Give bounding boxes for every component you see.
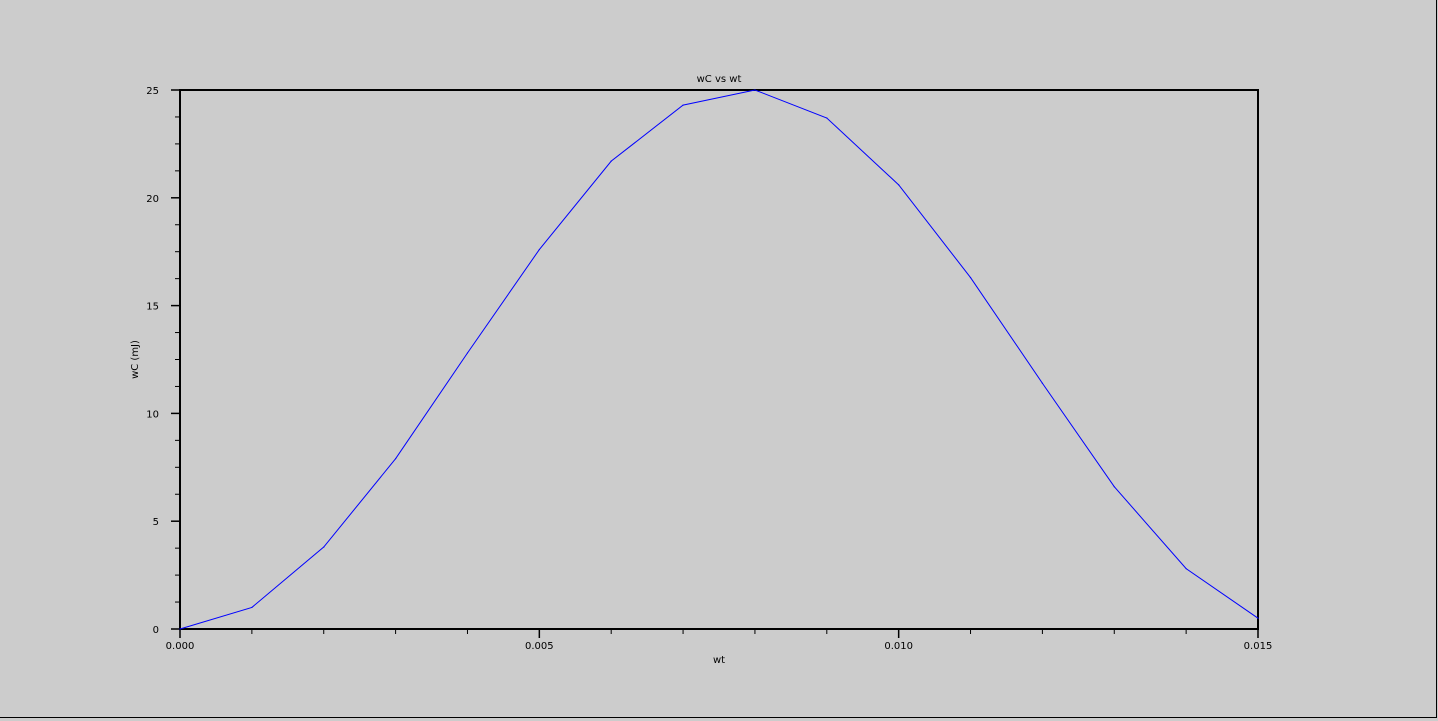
data-point (179, 628, 181, 630)
y-tick-label: 5 (153, 517, 159, 528)
plot-area (179, 89, 1259, 630)
chart-title: wC vs wt (697, 74, 742, 85)
data-point (395, 458, 397, 460)
data-point (969, 276, 972, 279)
data-point (1113, 486, 1115, 488)
data-point (1257, 617, 1259, 619)
series-line (179, 89, 1259, 630)
data-point (754, 89, 756, 91)
x-tick-label: 0.010 (884, 641, 913, 652)
data-point (1185, 568, 1187, 570)
data-point (1041, 382, 1043, 384)
data-point (898, 184, 900, 186)
y-tick-label: 25 (146, 86, 159, 97)
data-point (251, 606, 253, 609)
data-point (610, 160, 612, 162)
data-point (466, 352, 469, 354)
x-tick-label: 0.005 (525, 641, 554, 652)
data-point (323, 546, 325, 548)
data-point (682, 104, 684, 106)
y-tick-label: 0 (153, 625, 159, 636)
y-tick-label: 10 (146, 409, 159, 420)
data-point (826, 117, 828, 119)
data-point (538, 248, 540, 251)
y-tick-label: 15 (146, 302, 159, 313)
y-axis-label: wC (mJ) (130, 340, 141, 379)
x-tick-label: 0.015 (1244, 641, 1273, 652)
x-axis-label: wt (713, 655, 725, 666)
y-tick-label: 20 (146, 194, 159, 205)
x-tick-label: 0.000 (166, 641, 195, 652)
